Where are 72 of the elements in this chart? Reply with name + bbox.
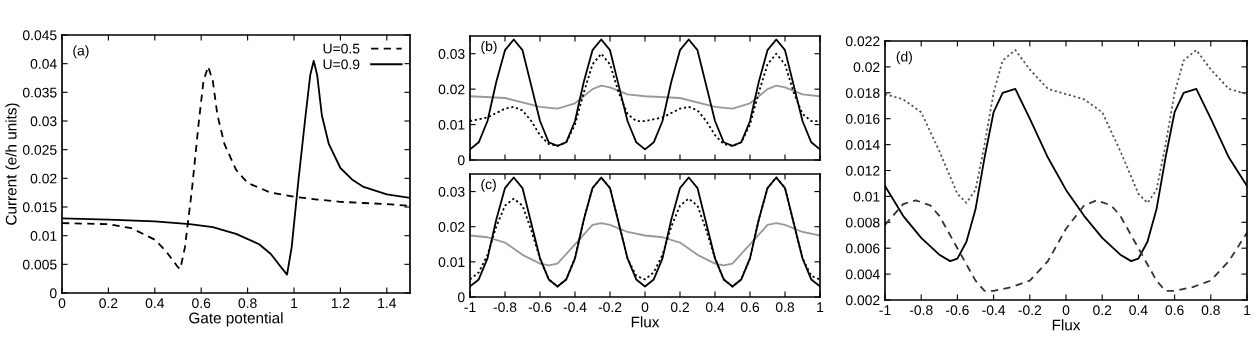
y-tick-label: 0.01 [438,119,465,130]
y-tick-label: 0.006 [845,243,880,254]
x-tick-label: 0.6 [192,298,211,309]
x-tick-label: 0.8 [1201,305,1220,316]
x-axis-title: Gate potential [189,312,283,327]
y-tick-label: 0.002 [845,295,880,306]
y-tick-label: 0.008 [845,217,880,228]
y-tick-label: 0.004 [845,269,880,280]
x-tick-label: 0.2 [1093,305,1112,316]
y-axis-title: Current (e/h units) [5,103,20,225]
x-tick-label: 0.6 [740,302,760,313]
legend-label: U=0.9 [323,59,360,70]
x-tick-label: -0.8 [493,302,517,313]
y-tick-label: 0.018 [845,88,880,98]
legend-label: U=0.5 [323,43,360,54]
x-tick-label: 0.2 [99,298,118,309]
y-tick-label: 0.03 [438,186,465,197]
x-tick-label: -1 [879,305,891,315]
x-tick-label: 0.4 [705,302,725,313]
annotation: (b) [481,40,497,54]
x-tick-label: -0.4 [982,305,1006,316]
line-series [470,222,820,267]
x-tick-label: -1 [464,302,476,312]
x-tick-label: 0.2 [670,302,689,313]
line-series [470,84,820,110]
x-tick-label: -0.2 [1018,305,1042,316]
x-tick-label: 1 [1244,305,1251,315]
y-tick-label: 0.02 [30,173,57,184]
y-tick-label: 0.045 [22,30,57,41]
x-tick-label: -0.4 [563,302,587,313]
annotation: (c) [481,178,496,192]
y-tick-label: 0.022 [845,36,880,47]
x-tick-label: 0 [641,302,649,313]
y-tick-label: 0.035 [22,87,57,98]
y-tick-label: 0.04 [30,59,57,69]
x-tick-label: 0.6 [1165,305,1184,316]
y-tick-label: 0.02 [853,62,880,73]
y-tick-label: 0.025 [22,145,57,155]
y-tick-label: 0.005 [22,259,57,270]
x-tick-label: -0.2 [598,302,622,313]
x-tick-label: -0.6 [946,305,969,316]
y-tick-label: 0.015 [22,202,57,213]
y-tick-label: 0.014 [845,139,880,150]
x-tick-label: 0.8 [775,302,795,313]
y-tick-label: 0.02 [438,222,465,232]
x-tick-label: 0 [1062,305,1070,316]
annotation: (a) [73,45,89,59]
y-tick-label: 0.016 [845,114,880,124]
x-tick-label: 1 [291,298,298,308]
x-tick-label: 0.4 [145,298,165,309]
x-tick-label: -0.6 [528,302,552,313]
y-tick-label: 0.03 [30,116,57,127]
x-tick-label: -0.8 [909,305,933,316]
line-series [885,49,1247,204]
x-axis-title: Flux [631,316,660,328]
y-tick-label: 0.012 [845,165,880,176]
y-tick-label: 0.01 [853,191,880,202]
y-tick-label: 0.01 [438,257,465,268]
x-tick-label: 0 [58,298,66,309]
annotation: (d) [896,51,912,65]
y-tick-label: 0.02 [438,84,465,95]
y-tick-label: 0.03 [438,49,465,59]
x-tick-label: 0.4 [1129,305,1148,316]
x-axis-title: Flux [1052,319,1081,331]
x-tick-label: 1 [817,302,824,312]
x-tick-label: 1.4 [378,298,397,308]
y-tick-label: 0.01 [30,231,57,241]
y-tick-label: 0 [49,288,57,299]
x-tick-label: 1.2 [331,298,350,308]
line-series [885,199,1247,292]
y-tick-label: 0 [457,155,465,166]
x-tick-label: 0.8 [238,298,257,309]
